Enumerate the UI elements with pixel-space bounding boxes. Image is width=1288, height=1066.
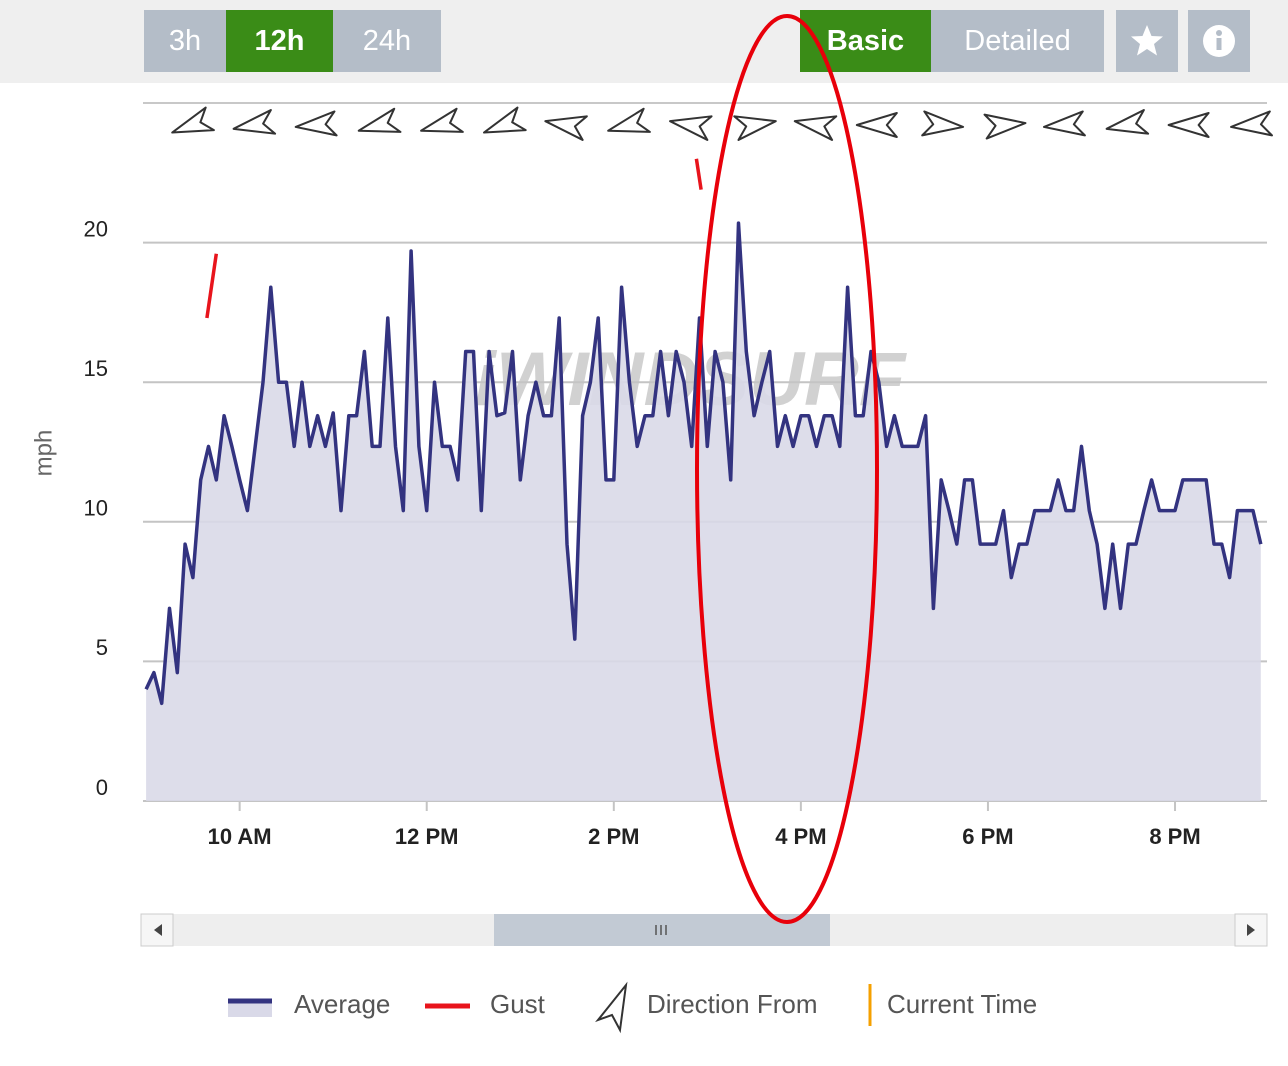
- legend: Average Gust Direction From Current Time: [228, 981, 1037, 1034]
- direction-arrow: [232, 109, 277, 135]
- scroll-left-arrow: [154, 924, 162, 936]
- y-tick-label: 5: [96, 635, 108, 660]
- line: [205, 253, 219, 319]
- y-axis-label: mph: [30, 430, 57, 477]
- direction-arrow: [483, 106, 527, 134]
- y-tick-label: 0: [96, 775, 108, 800]
- legend-label: Gust: [490, 989, 546, 1019]
- favorite-button[interactable]: [1116, 10, 1178, 72]
- y-tick-label: 20: [84, 216, 108, 241]
- direction-arrow: [1042, 110, 1086, 137]
- x-tick-label: 4 PM: [775, 824, 826, 849]
- direction-arrow: [793, 115, 838, 141]
- direction-arrow: [357, 107, 402, 133]
- x-tick-label: 10 AM: [208, 824, 272, 849]
- scroll-right-arrow: [1247, 924, 1255, 936]
- direction-arrow: [544, 115, 588, 141]
- scrollbar: [140, 913, 1268, 947]
- direction-arrow: [171, 106, 215, 134]
- direction-arrow: [855, 112, 898, 138]
- scroll-grip: [655, 925, 667, 935]
- info-icon: [1203, 25, 1235, 57]
- legend-label: Direction From: [647, 989, 817, 1019]
- direction-arrow: [1105, 109, 1150, 135]
- range-button[interactable]: 3h: [144, 10, 226, 72]
- direction-arrow: [1167, 112, 1210, 138]
- x-tick-label: 12 PM: [395, 824, 459, 849]
- legend-label: Average: [294, 989, 390, 1019]
- view-button[interactable]: Detailed: [931, 10, 1104, 72]
- line: [694, 158, 703, 190]
- direction-arrow: [733, 115, 777, 141]
- star-icon: [1131, 25, 1163, 56]
- legend-label: Current Time: [887, 989, 1037, 1019]
- direction-arrow: [294, 110, 338, 137]
- x-tick-label: 6 PM: [962, 824, 1013, 849]
- range-button[interactable]: 24h: [333, 10, 441, 72]
- scroll-thumb[interactable]: [494, 914, 830, 946]
- x-tick-label: 2 PM: [588, 824, 639, 849]
- direction-arrow: [607, 107, 651, 133]
- direction-arrow: [983, 113, 1027, 140]
- y-tick-label: 10: [84, 496, 108, 521]
- range-button[interactable]: 12h: [226, 10, 333, 72]
- direction-arrow: [669, 115, 713, 141]
- direction-arrow: [420, 107, 464, 133]
- x-tick-label: 8 PM: [1149, 824, 1200, 849]
- direction-arrow: [1230, 110, 1273, 137]
- area: [146, 223, 1261, 802]
- info-button[interactable]: [1188, 10, 1250, 72]
- legend-direction-icon: [595, 981, 628, 1034]
- direction-arrow: [921, 110, 965, 137]
- y-tick-label: 15: [84, 356, 108, 381]
- legend-area-swatch: [228, 1003, 272, 1017]
